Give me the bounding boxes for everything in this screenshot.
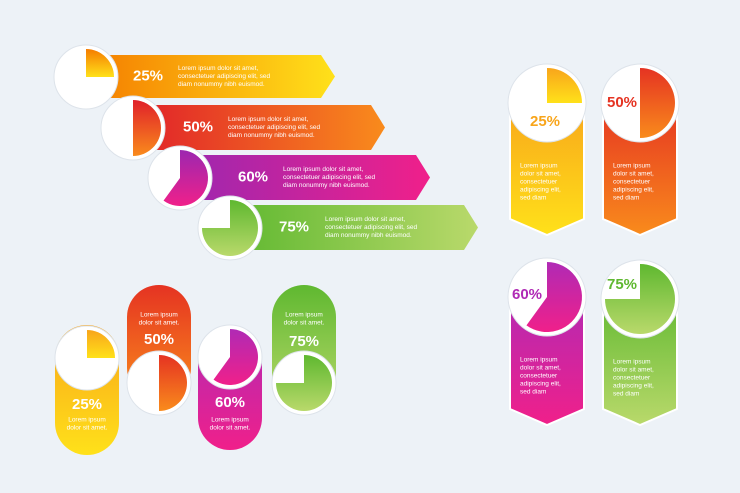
body-text: consectetuer [613,179,651,186]
body-text: sed diam [520,389,546,396]
body-text: consectetuer [520,179,558,186]
body-text: diam nonummy nibh euismod. [283,182,370,189]
pie-wedge [213,329,259,385]
body-text: Lorem ipsum [140,312,178,319]
pie-wedge [605,264,675,334]
body-text: dolor sit amet, [613,367,654,374]
arrow-band [133,105,385,150]
pie-wedge [276,355,332,411]
percent-label: 75% [279,218,309,235]
body-text: diam nonummy nibh euismod. [178,81,265,88]
percent-label: 50% [183,118,213,135]
pie-wedge [526,262,582,333]
pie-wedge [86,49,114,77]
body-text: consectetuer [613,375,651,382]
body-text: Lorem ipsum [613,359,651,366]
body-text: dolor sit amet. [67,425,108,432]
body-text: consectetuer adipiscing elit, sed [228,124,321,131]
percent-label: 25% [133,67,163,84]
body-text: consectetuer [520,373,558,380]
body-text: consectetuer adipiscing elit, sed [283,174,376,181]
body-text: consectetuer adipiscing elit, sed [178,73,271,80]
percent-label: 50% [607,94,637,111]
percent-label: 75% [607,276,637,293]
body-text: Lorem ipsum [520,163,558,170]
body-text: sed diam [613,391,639,398]
body-text: diam nonummy nibh euismod. [228,132,315,139]
body-text: Lorem ipsum [211,417,249,424]
body-text: Lorem ipsum dolor sit amet, [325,216,405,223]
pie-wedge [547,68,582,103]
pie-wedge [159,355,187,411]
body-text: sed diam [613,195,639,202]
pie-wedge [163,150,208,206]
body-text: Lorem ipsum [520,357,558,364]
arrow-band [86,55,335,98]
body-text: adipiscing elit, [520,381,561,388]
body-text: dolor sit amet, [613,171,654,178]
body-text: sed diam [520,195,546,202]
percent-label: 75% [289,333,319,350]
percent-label: 50% [144,331,174,348]
body-text: adipiscing elit, [520,187,561,194]
body-text: Lorem ipsum dolor sit amet, [283,166,363,173]
pie-wedge [640,68,675,138]
body-text: Lorem ipsum dolor sit amet, [228,116,308,123]
body-text: dolor sit amet. [139,320,180,327]
percent-label: 25% [530,113,560,130]
body-text: Lorem ipsum [68,417,106,424]
body-text: dolor sit amet, [520,171,561,178]
pie-wedge [202,200,258,256]
body-text: dolor sit amet, [520,365,561,372]
body-text: Lorem ipsum [613,163,651,170]
pie-wedge [87,330,115,358]
body-text: dolor sit amet. [210,425,251,432]
percent-label: 25% [72,396,102,413]
percent-label: 60% [512,286,542,303]
body-text: Lorem ipsum dolor sit amet, [178,65,258,72]
body-text: adipiscing elit, [613,187,654,194]
body-text: diam nonummy nibh euismod. [325,232,412,239]
body-text: Lorem ipsum [285,312,323,319]
arrow-band [230,205,478,250]
body-text: dolor sit amet. [284,320,325,327]
percent-label: 60% [215,394,245,411]
body-text: adipiscing elit, [613,383,654,390]
arrow-band [180,155,430,200]
body-text: consectetuer adipiscing elit, sed [325,224,418,231]
pie-wedge [133,100,161,156]
percent-label: 60% [238,168,268,185]
